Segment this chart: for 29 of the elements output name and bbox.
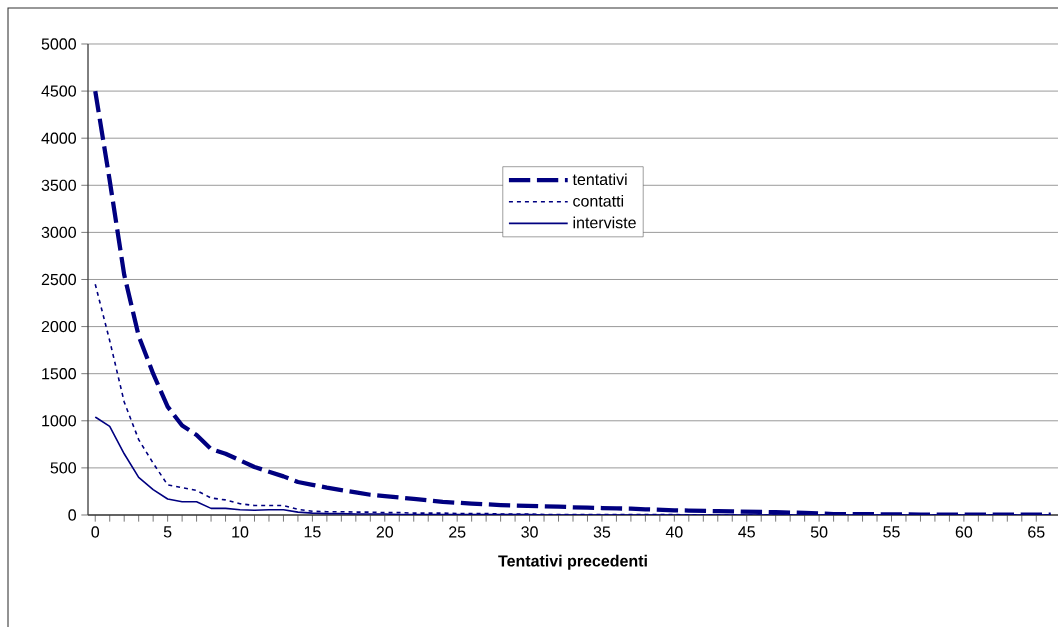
x-tick-label: 40 (665, 526, 683, 538)
x-tick-label: 10 (232, 526, 249, 538)
x-axis-title: Tentativi precedenti (498, 554, 647, 570)
y-tick-label: 1500 (42, 368, 76, 380)
x-tick-label: 25 (449, 526, 466, 538)
x-tick-label: 30 (521, 526, 538, 538)
x-tick-label: 50 (810, 526, 828, 538)
y-tick-label: 2000 (41, 320, 76, 333)
x-tick-label: 60 (955, 526, 973, 538)
x-tick-label: 15 (304, 526, 321, 538)
legend-label: interviste (573, 216, 636, 229)
legend-label: contatti (573, 194, 624, 207)
legend-label: tentativi (572, 173, 627, 186)
x-tick-label: 0 (91, 526, 100, 538)
x-tick-label: 20 (376, 526, 394, 538)
y-tick-label: 4500 (41, 85, 76, 97)
x-tick-label: 5 (163, 526, 172, 538)
y-tick-label: 4000 (41, 132, 76, 144)
y-tick-label: 1000 (42, 415, 76, 427)
y-tick-label: 500 (50, 462, 76, 474)
y-tick-label: 3500 (41, 179, 76, 191)
x-tick-label: 35 (593, 526, 611, 538)
x-tick-label: 65 (1028, 526, 1045, 538)
x-tick-label: 55 (883, 526, 900, 538)
y-tick-label: 5000 (41, 38, 76, 50)
y-tick-label: 0 (68, 509, 77, 521)
y-tick-label: 3000 (41, 226, 76, 239)
x-tick-label: 45 (738, 526, 755, 538)
y-tick-label: 2500 (41, 273, 76, 286)
